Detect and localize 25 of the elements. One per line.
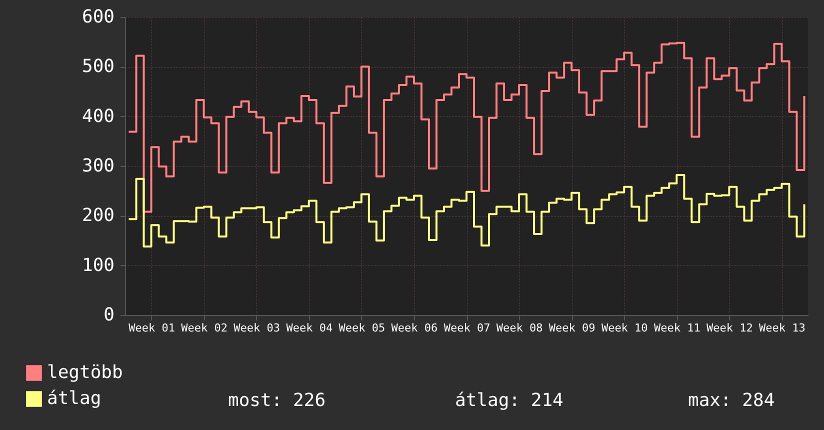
legend-label: legtöbb	[47, 362, 123, 383]
x-tick-label: Week 02	[181, 322, 228, 334]
legend-label: átlag	[47, 388, 102, 409]
y-tick-label: 0	[104, 304, 114, 326]
y-tick-label: 600	[82, 6, 114, 28]
x-tick-label: Week 09	[548, 322, 596, 334]
y-tick-label: 100	[82, 254, 114, 276]
text: átlag: 214	[455, 390, 564, 411]
x-tick-label: Week 05	[338, 322, 386, 334]
x-tick-label: Week 01	[128, 322, 175, 334]
x-tick-label: Week 06	[391, 322, 438, 334]
x-tick-label: Week 04	[286, 322, 333, 334]
x-tick-label: Week 07	[444, 322, 490, 334]
text: most: 226	[228, 390, 326, 411]
y-tick-label: 200	[82, 205, 114, 226]
y-tick-label: 500	[82, 56, 114, 78]
x-tick-label: Week 10	[601, 322, 648, 334]
y-tick-label: 300	[82, 156, 114, 176]
x-tick-label: Week 08	[496, 322, 543, 334]
x-tick-label: Week 03	[234, 322, 280, 334]
x-tick-label: Week 13	[759, 322, 806, 334]
y-tick-label: 400	[82, 106, 114, 127]
x-tick-label: Week 12	[706, 322, 753, 334]
x-tick-label: Week 11	[654, 322, 700, 334]
text: max: 284	[688, 390, 775, 411]
